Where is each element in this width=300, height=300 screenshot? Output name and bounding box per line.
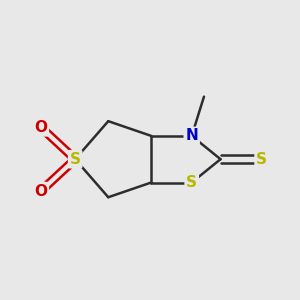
Text: S: S xyxy=(256,152,267,167)
Text: O: O xyxy=(34,120,47,135)
Text: S: S xyxy=(186,175,197,190)
Text: N: N xyxy=(185,128,198,143)
Text: S: S xyxy=(70,152,81,167)
Text: O: O xyxy=(34,184,47,199)
